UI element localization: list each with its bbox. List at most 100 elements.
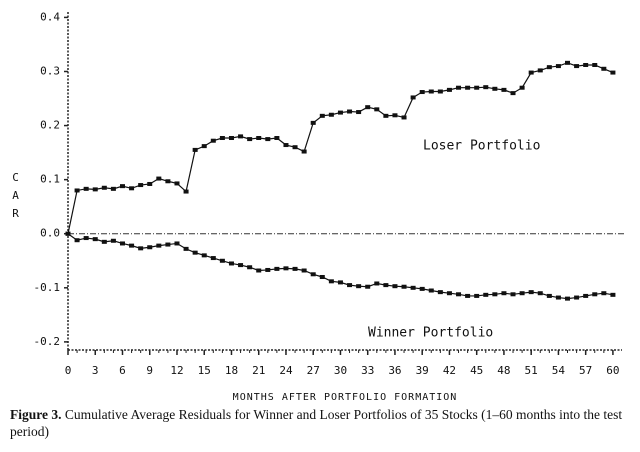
x-tick-label: 0 (65, 364, 72, 377)
point (201, 144, 207, 149)
point (492, 86, 498, 91)
point (110, 186, 116, 191)
point (610, 292, 616, 297)
point (365, 284, 371, 289)
point (92, 237, 98, 242)
point (483, 292, 489, 297)
x-axis-label: MONTHS AFTER PORTFOLIO FORMATION (233, 392, 458, 400)
point (310, 120, 316, 125)
point (601, 66, 607, 71)
point (519, 291, 525, 296)
point (510, 292, 516, 297)
x-tick-label: 36 (388, 364, 401, 377)
x-tick-label: 18 (225, 364, 238, 377)
caption-label: Figure 3. (10, 407, 62, 422)
point (583, 62, 589, 67)
point (474, 85, 480, 90)
point (374, 281, 380, 286)
y-tick-label: 0.0 (40, 227, 60, 240)
point (401, 284, 407, 289)
point (610, 70, 616, 75)
point (528, 70, 534, 75)
point (574, 295, 580, 300)
point (165, 242, 171, 247)
x-tick-label: 39 (416, 364, 429, 377)
chart: CAR MONTHS AFTER PORTFOLIO FORMATION Los… (9, 10, 626, 403)
point (165, 179, 171, 184)
caption: Figure 3. Cumulative Average Residuals f… (10, 406, 630, 440)
x-tick-label: 42 (443, 364, 456, 377)
x-tick-label: 3 (92, 364, 99, 377)
y-tick-label: -0.2 (34, 335, 61, 348)
point (210, 138, 216, 143)
point (501, 87, 507, 92)
point (119, 241, 125, 246)
point (419, 286, 425, 291)
point (283, 266, 289, 271)
point (138, 246, 144, 251)
point (383, 283, 389, 288)
point (292, 145, 298, 150)
point (238, 263, 244, 268)
point (337, 280, 343, 285)
point (383, 113, 389, 118)
point (283, 143, 289, 148)
x-tick-label: 24 (279, 364, 293, 377)
point (147, 245, 153, 250)
point (83, 236, 89, 241)
annotation: Winner Portfolio (368, 326, 493, 341)
point (228, 136, 234, 141)
point (446, 291, 452, 296)
point (601, 291, 607, 296)
point (565, 60, 571, 65)
point (274, 266, 280, 271)
x-tick-label: 15 (198, 364, 211, 377)
point (256, 136, 262, 141)
point (328, 279, 334, 284)
point (474, 293, 480, 298)
point (228, 261, 234, 266)
point (192, 147, 198, 152)
x-tick-label: 60 (606, 364, 619, 377)
x-tick-label: 48 (497, 364, 510, 377)
point (274, 136, 280, 141)
y-tick-label: -0.1 (34, 281, 61, 294)
point (437, 89, 443, 94)
point (319, 113, 325, 118)
point (592, 292, 598, 297)
point (465, 293, 471, 298)
point (183, 189, 189, 194)
point (374, 107, 380, 112)
point (519, 85, 525, 90)
x-tick-label: 45 (470, 364, 483, 377)
y-tick-label: 0.3 (40, 64, 60, 77)
point (555, 64, 561, 69)
point (301, 149, 307, 154)
point (347, 283, 353, 288)
point (129, 243, 135, 248)
point (574, 64, 580, 69)
series-line (67, 233, 614, 300)
y-axis-label: CAR (9, 171, 22, 225)
point (537, 68, 543, 73)
point (446, 87, 452, 92)
point (583, 293, 589, 298)
x-tick-label: 27 (307, 364, 320, 377)
x-tick-label: 12 (170, 364, 183, 377)
point (156, 243, 162, 248)
point (156, 176, 162, 181)
point (537, 291, 543, 296)
point (74, 188, 80, 193)
point (510, 91, 516, 96)
x-tick-label: 51 (525, 364, 538, 377)
x-tick-label: 21 (252, 364, 265, 377)
point (501, 291, 507, 296)
annotation: Loser Portfolio (423, 139, 540, 154)
point (83, 186, 89, 191)
point (492, 292, 498, 297)
point (265, 267, 271, 272)
point (401, 115, 407, 120)
point (110, 238, 116, 243)
point (328, 112, 334, 117)
